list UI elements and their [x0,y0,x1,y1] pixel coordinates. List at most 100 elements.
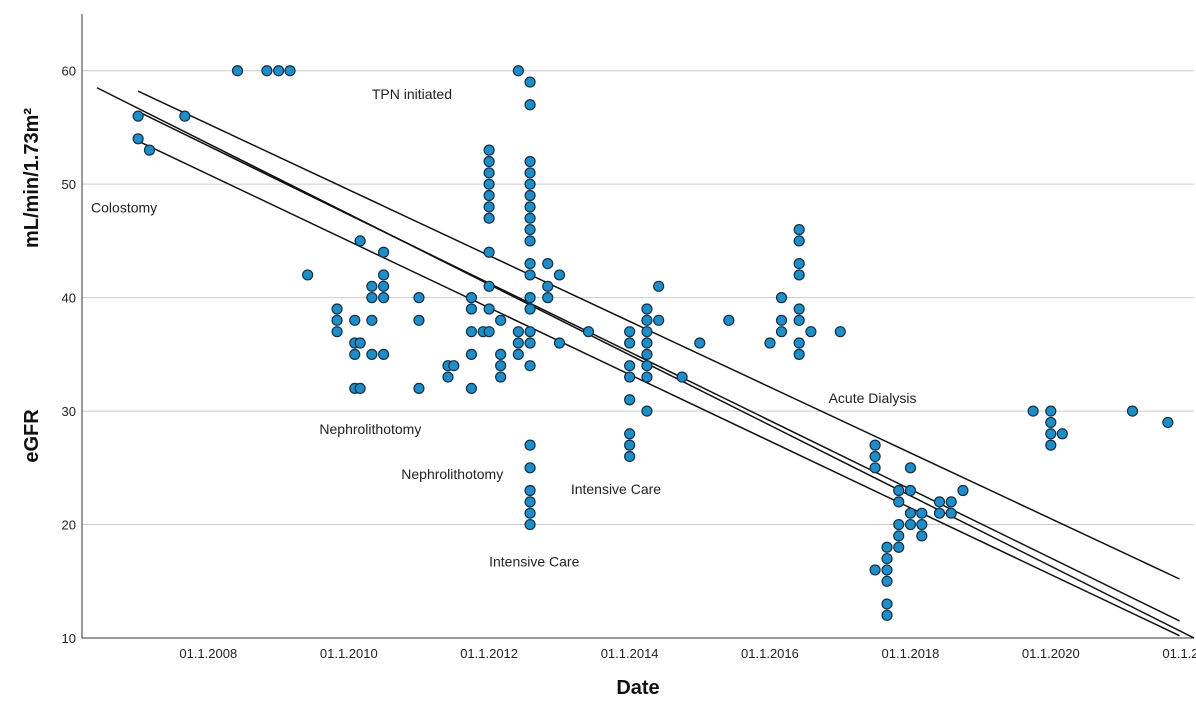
data-point [465,303,478,315]
trend-line-lower-band [137,140,1180,637]
data-point [524,178,536,190]
data-point [881,598,893,610]
data-point [904,518,917,531]
trend-line-middle [137,110,1180,622]
data-point [1027,405,1039,417]
y-axis-title: eGFR [21,409,43,463]
data-point [957,484,969,497]
data-point [764,337,776,349]
data-point [512,326,524,338]
x-tick-label: 01.1.2012 [460,646,518,661]
data-point [869,450,881,463]
data-point [793,258,805,270]
data-point [775,292,788,304]
data-point [483,212,495,224]
data-point [869,439,881,451]
x-tick-label: 01.1.2022 [1162,646,1196,661]
data-point [524,189,536,202]
data-point [542,292,554,304]
data-point [624,428,636,440]
data-point [945,507,957,519]
grid-lines [82,70,1194,526]
data-point [893,530,905,542]
data-point [273,65,285,77]
data-point [553,337,566,349]
data-point [624,394,636,406]
data-point [624,371,636,383]
data-point [793,337,805,349]
data-point [331,303,343,315]
data-point [641,360,653,372]
data-point [916,507,928,519]
data-point [1162,416,1174,429]
data-point [524,303,536,315]
y-tick-label: 10 [62,631,76,646]
data-point [524,76,536,88]
data-point [793,235,805,247]
data-point [377,280,390,292]
data-point [495,314,507,326]
data-point [641,371,653,383]
data-point [442,371,454,383]
data-point [1045,405,1057,417]
data-point [366,348,378,360]
data-point [465,292,478,304]
data-point [723,314,735,326]
data-point [524,235,536,247]
data-point [793,303,805,315]
data-point [893,518,905,531]
data-point [641,348,653,360]
data-point [881,575,893,587]
data-point [495,348,507,360]
data-point [524,462,536,474]
data-point [524,292,536,304]
data-point [495,360,507,372]
data-point [775,314,788,326]
data-point [834,326,846,338]
data-point [483,144,495,156]
data-point [483,189,495,202]
data-point [524,326,536,338]
y-tick-label: 50 [62,177,76,192]
data-point [641,314,653,326]
data-point [231,65,244,77]
data-point [653,314,665,326]
data-point [624,450,636,463]
data-point [916,518,928,531]
x-tick-label: 01.1.2008 [179,646,237,661]
data-point [933,507,946,519]
data-point [284,65,296,77]
data-point [465,348,478,360]
y-tick-label: 20 [62,518,76,533]
data-point [524,337,536,349]
data-point [354,337,366,349]
data-point [653,280,665,292]
annotation-label: Nephrolithotomy [401,466,503,482]
data-point [904,507,917,519]
data-point [881,564,893,576]
data-point [413,314,425,326]
data-point [377,246,390,258]
data-point [377,292,390,304]
data-point [354,382,366,394]
data-point [524,269,536,281]
data-point [512,337,524,349]
x-tick-label: 01.1.2010 [320,646,378,661]
data-point [377,269,390,281]
data-point [349,348,361,360]
annotation-label: Intensive Care [489,554,579,570]
data-point [132,110,144,122]
data-point [624,360,636,372]
data-point [143,144,156,156]
data-point [945,496,957,508]
data-point [261,65,273,77]
data-point [1045,439,1057,451]
data-point [448,360,460,372]
data-point [366,314,378,326]
annotation-label: Intensive Care [571,481,661,497]
data-point [542,280,554,292]
data-point [1056,428,1068,440]
x-tick-label: 01.1.2018 [882,646,940,661]
data-point [904,462,917,474]
